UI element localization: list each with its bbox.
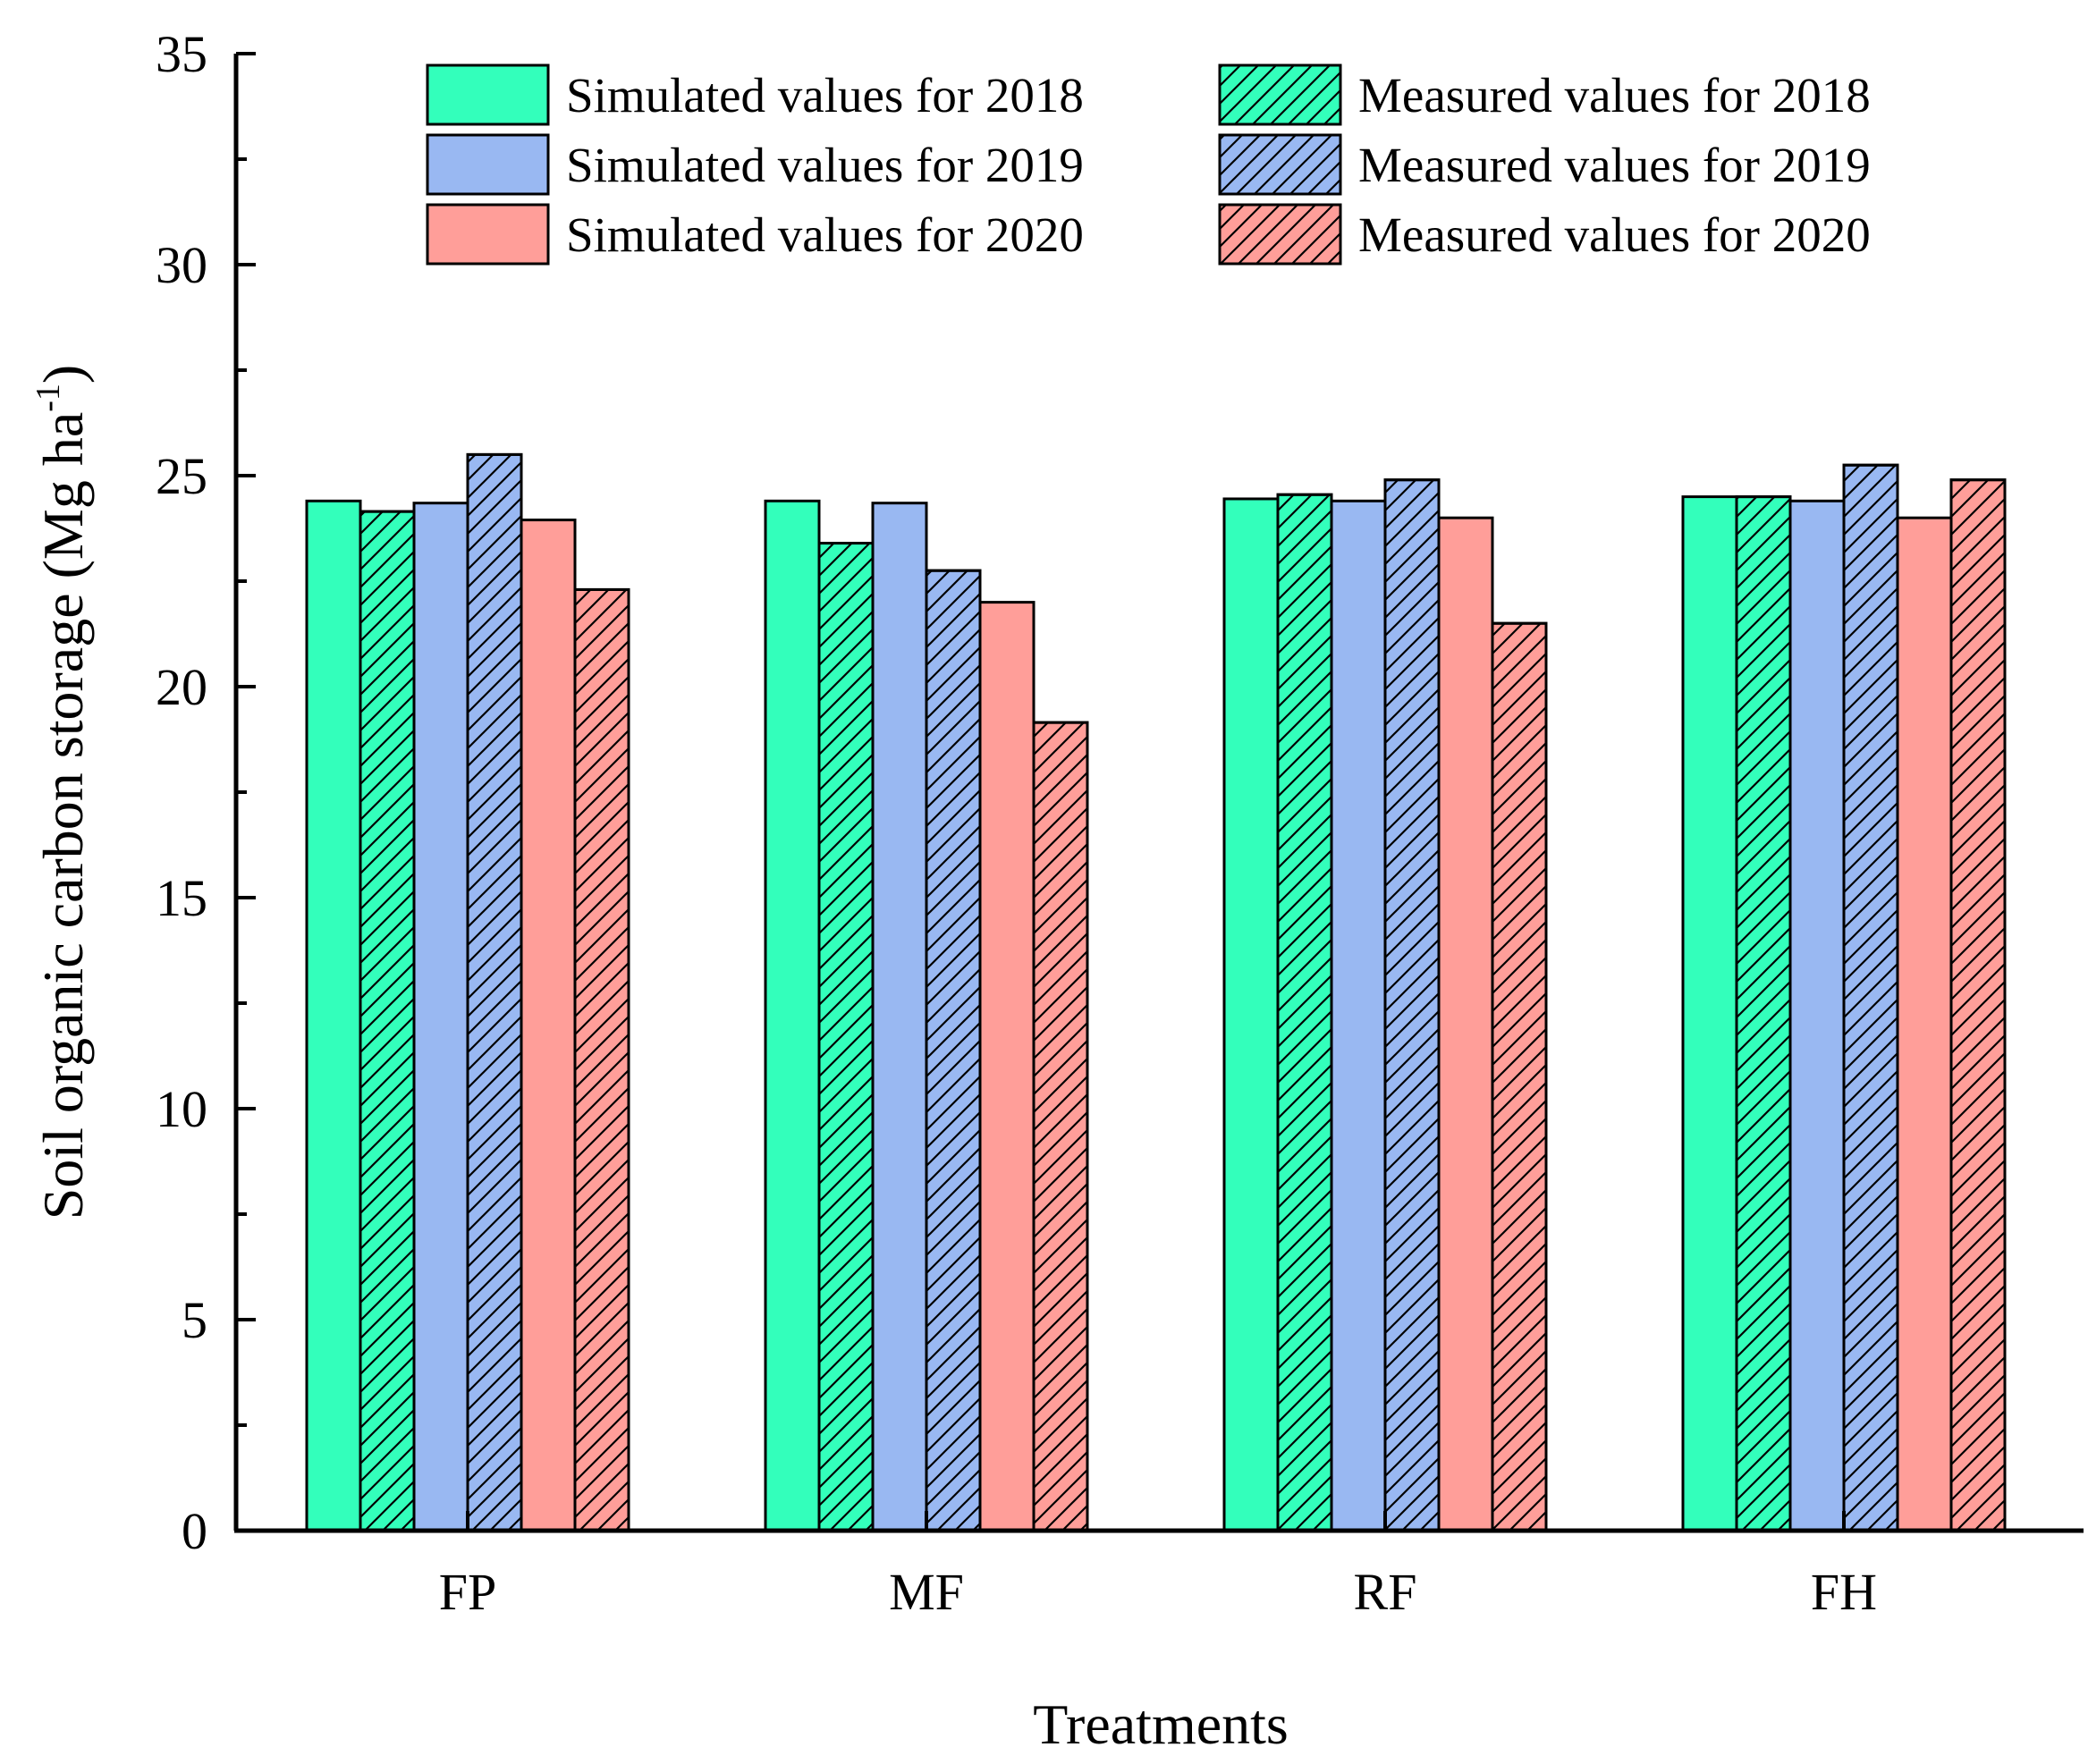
legend-swatch-hatch-series-2 (1218, 63, 1342, 126)
bar-hatch-fh-series-6 (1949, 478, 2007, 1532)
y-tick-label: 35 (156, 25, 207, 83)
bar-fp-series-5 (520, 519, 577, 1532)
y-tick-label: 0 (182, 1502, 207, 1560)
y-axis-title-main: Soil organic carbon storage (Mg ha (31, 412, 95, 1220)
bar-fh-series-3 (1788, 499, 1846, 1532)
bar-rf-series-1 (1222, 497, 1280, 1532)
bars-layer (305, 452, 2007, 1532)
bar-hatch-mf-series-2 (817, 542, 875, 1532)
y-axis-title-close: ) (31, 365, 95, 384)
x-ticks: FP MF RF FH (439, 1511, 1877, 1621)
legend-label-series-4: Measured values for 2019 (1358, 138, 1871, 192)
y-tick-label: 5 (182, 1291, 207, 1349)
y-axis-title-superscript: -1 (30, 384, 67, 412)
x-category-label: MF (889, 1563, 964, 1621)
x-category-label: RF (1354, 1563, 1417, 1621)
legend-swatch-series-5 (426, 203, 550, 266)
x-category-label: FP (439, 1563, 497, 1621)
bar-hatch-fp-series-6 (573, 587, 630, 1532)
bar-fh-series-5 (1896, 516, 1953, 1532)
bar-hatch-rf-series-4 (1383, 478, 1441, 1532)
y-tick-label: 25 (156, 447, 207, 505)
legend-label-series-2: Measured values for 2018 (1358, 68, 1871, 122)
y-tick-label: 30 (156, 236, 207, 294)
bar-hatch-mf-series-6 (1032, 721, 1089, 1532)
y-tick-label: 15 (156, 869, 207, 927)
bar-fp-series-3 (412, 502, 469, 1532)
x-axis-title: Treatments (1033, 1692, 1289, 1756)
bar-hatch-fh-series-2 (1735, 495, 1792, 1532)
legend-swatch-hatch-series-4 (1218, 133, 1342, 196)
y-axis-title: Soil organic carbon storage (Mg ha-1) (30, 365, 95, 1220)
bar-hatch-fh-series-4 (1842, 463, 1899, 1532)
y-tick-label: 10 (156, 1080, 207, 1138)
bar-hatch-rf-series-6 (1491, 621, 1548, 1532)
bar-hatch-fp-series-4 (466, 452, 523, 1532)
legend-label-series-3: Simulated values for 2019 (566, 138, 1084, 192)
x-category-label: FH (1811, 1563, 1877, 1621)
bar-hatch-rf-series-2 (1276, 493, 1333, 1532)
bar-rf-series-3 (1330, 499, 1387, 1532)
bar-hatch-mf-series-4 (925, 569, 982, 1532)
bar-mf-series-5 (978, 601, 1036, 1532)
bar-fp-series-1 (305, 499, 362, 1532)
legend-label-series-1: Simulated values for 2018 (566, 68, 1084, 122)
y-tick-label: 20 (156, 658, 207, 716)
y-ticks: 0 5 10 15 20 25 30 35 (156, 25, 256, 1560)
bar-rf-series-5 (1437, 516, 1494, 1532)
bar-mf-series-3 (871, 502, 928, 1532)
legend-swatch-hatch-series-6 (1218, 203, 1342, 266)
legend-label-series-5: Simulated values for 2020 (566, 207, 1084, 262)
bar-hatch-fp-series-2 (359, 510, 416, 1532)
bar-fh-series-1 (1681, 495, 1738, 1532)
bar-mf-series-1 (764, 499, 821, 1532)
legend-swatch-series-1 (426, 63, 550, 126)
legend: Simulated values for 2018 Measured values… (426, 63, 1871, 266)
legend-label-series-6: Measured values for 2020 (1358, 207, 1871, 262)
legend-swatch-series-3 (426, 133, 550, 196)
